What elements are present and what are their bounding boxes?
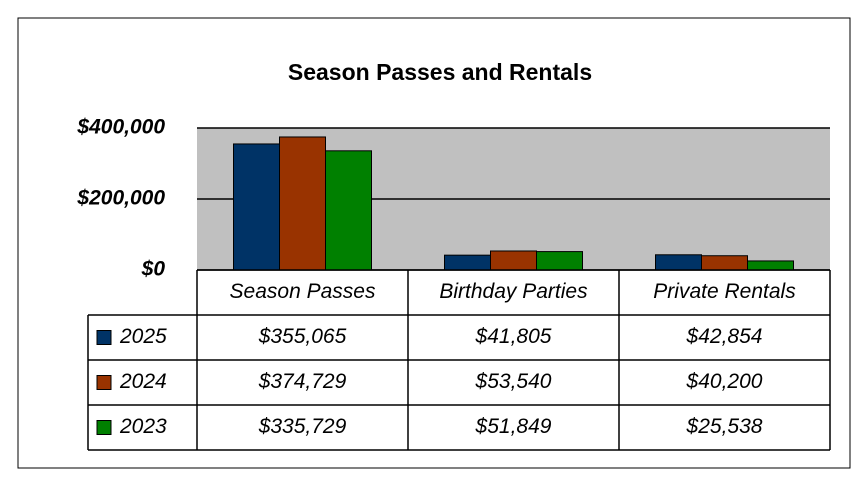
bar — [444, 254, 491, 271]
bar — [233, 143, 280, 271]
table-header: Season Passes — [230, 280, 376, 303]
legend-label: 2023 — [119, 415, 167, 438]
table-value: $335,729 — [258, 415, 347, 438]
table-header: Birthday Parties — [439, 280, 588, 303]
table-header: Private Rentals — [653, 280, 796, 303]
legend-label: 2024 — [119, 370, 167, 393]
bar — [747, 260, 794, 271]
y-tick-label: $200,000 — [76, 187, 165, 210]
legend-swatch — [96, 330, 112, 345]
bar — [701, 255, 748, 271]
table-value: $25,538 — [686, 415, 763, 438]
bar — [536, 251, 583, 271]
legend-swatch — [96, 420, 112, 435]
legend-label: 2025 — [119, 325, 167, 348]
table-value: $374,729 — [258, 370, 347, 393]
table-value: $51,849 — [475, 415, 552, 438]
y-tick-label: $400,000 — [76, 116, 165, 139]
bar — [490, 250, 537, 271]
table-value: $41,805 — [475, 325, 552, 348]
legend-swatch — [96, 375, 112, 390]
table-value: $53,540 — [475, 370, 552, 393]
bar — [279, 136, 326, 271]
table-value: $355,065 — [258, 325, 347, 348]
table-value: $40,200 — [686, 370, 763, 393]
bar — [325, 150, 372, 271]
y-tick-label: $0 — [141, 258, 166, 281]
chart-title: Season Passes and Rentals — [288, 59, 592, 85]
bar — [655, 254, 702, 271]
table-value: $42,854 — [686, 325, 763, 348]
